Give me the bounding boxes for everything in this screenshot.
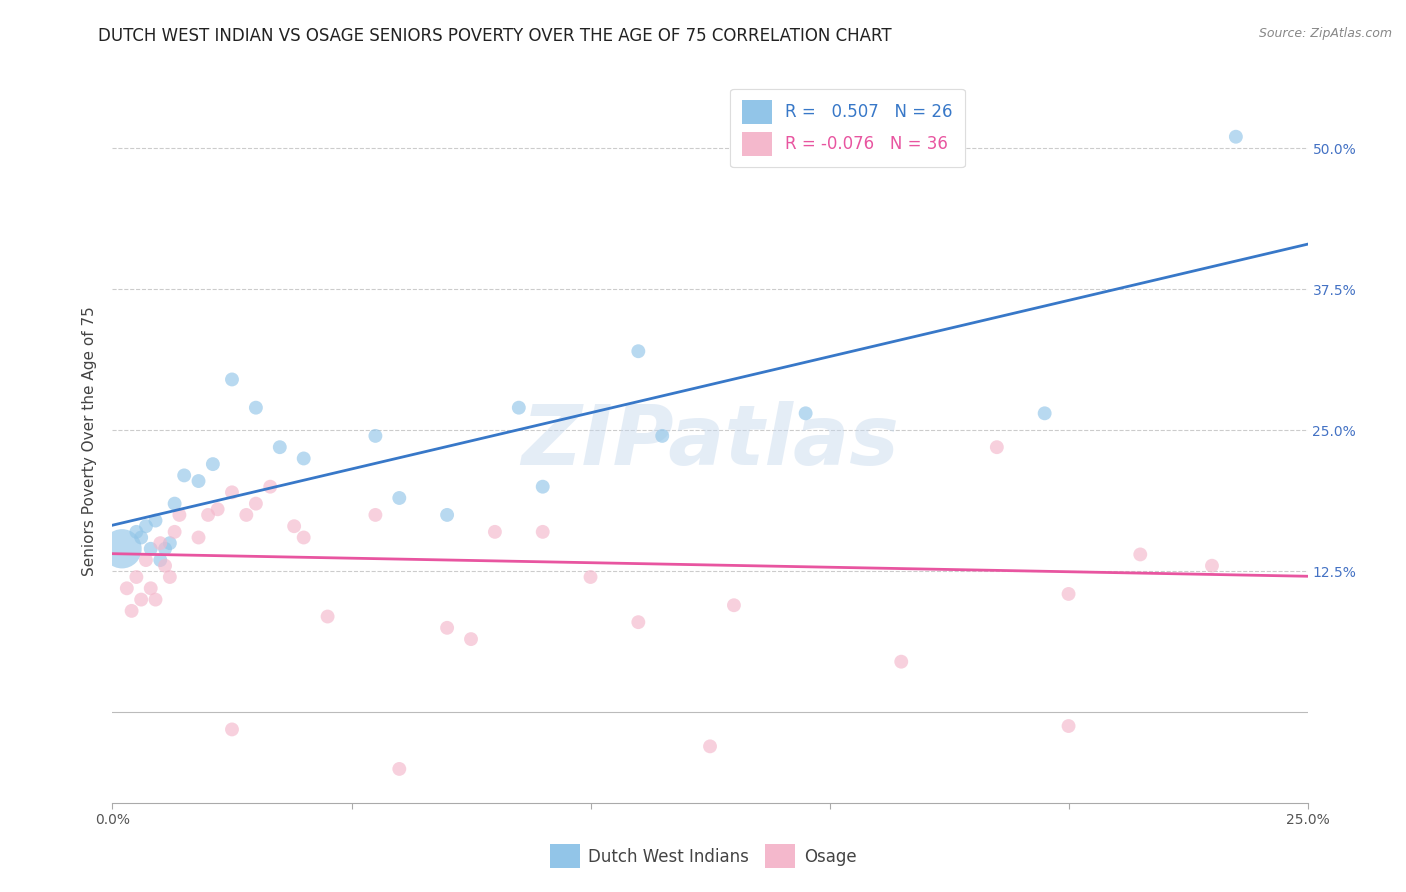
Point <box>221 485 243 500</box>
Point <box>1201 558 1223 573</box>
Point <box>121 604 143 618</box>
Point <box>890 655 912 669</box>
Point <box>129 531 152 545</box>
Point <box>292 451 315 466</box>
Point <box>221 372 243 386</box>
Point <box>245 497 267 511</box>
Point <box>627 615 650 630</box>
Point <box>1057 719 1080 733</box>
Legend: Dutch West Indians, Osage: Dutch West Indians, Osage <box>543 838 863 875</box>
Point <box>111 541 134 556</box>
Point <box>1225 129 1247 144</box>
Point <box>235 508 257 522</box>
Point <box>145 514 167 528</box>
Point <box>129 592 152 607</box>
Text: DUTCH WEST INDIAN VS OSAGE SENIORS POVERTY OVER THE AGE OF 75 CORRELATION CHART: DUTCH WEST INDIAN VS OSAGE SENIORS POVER… <box>98 27 891 45</box>
Legend: R =   0.507   N = 26, R = -0.076   N = 36: R = 0.507 N = 26, R = -0.076 N = 36 <box>731 88 965 168</box>
Point <box>187 474 209 488</box>
Point <box>436 621 458 635</box>
Point <box>135 519 157 533</box>
Point <box>986 440 1008 454</box>
Point <box>125 524 148 539</box>
Point <box>159 570 181 584</box>
Point <box>169 508 191 522</box>
Point <box>201 457 224 471</box>
Point <box>149 553 172 567</box>
Point <box>149 536 172 550</box>
Point <box>187 531 209 545</box>
Point <box>115 582 138 596</box>
Point <box>627 344 650 359</box>
Point <box>1033 406 1056 420</box>
Point <box>163 524 186 539</box>
Point <box>283 519 305 533</box>
Point <box>207 502 229 516</box>
Point <box>153 541 176 556</box>
Point <box>364 508 387 522</box>
Point <box>531 524 554 539</box>
Point <box>364 429 387 443</box>
Point <box>1057 587 1080 601</box>
Point <box>269 440 291 454</box>
Point <box>159 536 181 550</box>
Point <box>221 723 243 737</box>
Point <box>197 508 219 522</box>
Point <box>145 592 167 607</box>
Point <box>531 480 554 494</box>
Point <box>579 570 602 584</box>
Point <box>139 582 162 596</box>
Point <box>173 468 195 483</box>
Point <box>245 401 267 415</box>
Point <box>1129 548 1152 562</box>
Text: ZIPatlas: ZIPatlas <box>522 401 898 482</box>
Point <box>316 609 339 624</box>
Point <box>388 762 411 776</box>
Y-axis label: Seniors Poverty Over the Age of 75: Seniors Poverty Over the Age of 75 <box>82 307 97 576</box>
Point <box>699 739 721 754</box>
Point <box>163 497 186 511</box>
Point <box>153 558 176 573</box>
Point <box>125 570 148 584</box>
Point <box>436 508 458 522</box>
Point <box>139 541 162 556</box>
Point <box>388 491 411 505</box>
Point <box>651 429 673 443</box>
Point <box>135 553 157 567</box>
Point <box>259 480 281 494</box>
Point <box>508 401 530 415</box>
Text: Source: ZipAtlas.com: Source: ZipAtlas.com <box>1258 27 1392 40</box>
Point <box>794 406 817 420</box>
Point <box>460 632 482 646</box>
Point <box>484 524 506 539</box>
Point <box>723 599 745 613</box>
Point <box>292 531 315 545</box>
